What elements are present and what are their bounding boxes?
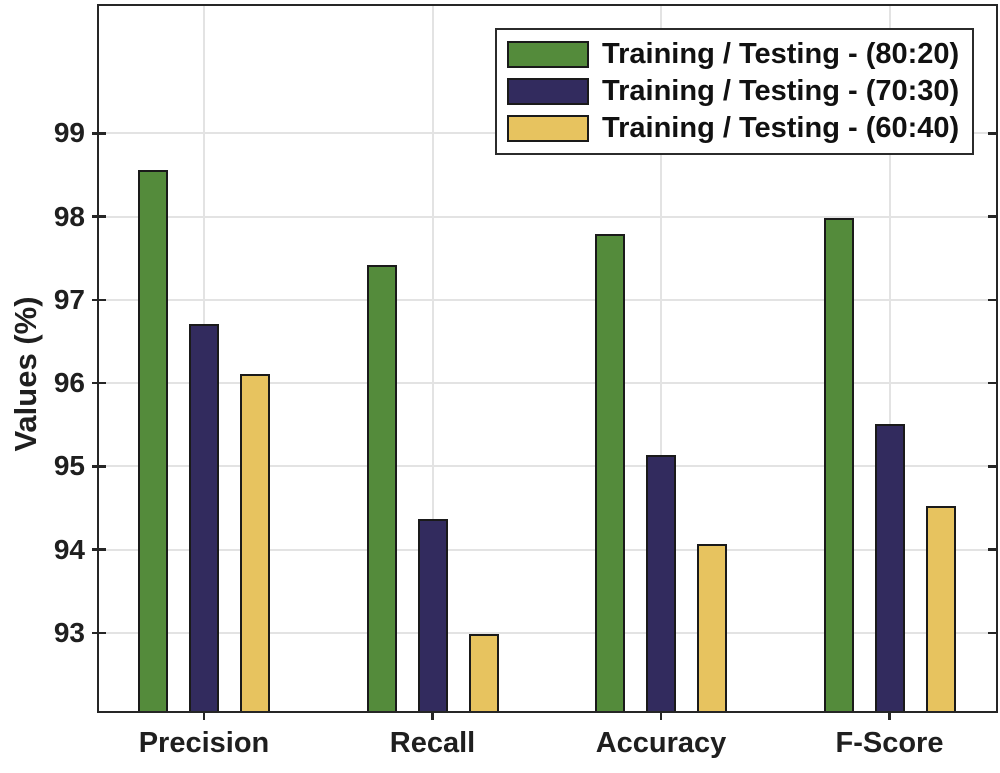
legend-label: Training / Testing - (60:40) xyxy=(602,112,960,144)
legend-row: Training / Testing - (60:40) xyxy=(497,114,972,143)
y-axis-label: Values (%) xyxy=(8,296,43,452)
x-tick-label-f-score: F-Score xyxy=(835,727,944,759)
legend-row: Training / Testing - (70:30) xyxy=(497,77,972,106)
legend-swatch-80-20 xyxy=(507,41,589,68)
x-tick-label-accuracy: Accuracy xyxy=(595,727,727,759)
legend-swatch-70-30 xyxy=(507,78,589,105)
legend-swatch-60-40 xyxy=(507,115,589,142)
y-tick-label: 99 xyxy=(53,117,85,149)
legend: Training / Testing - (80:20) Training / T… xyxy=(495,28,974,155)
x-tick-label-recall: Recall xyxy=(389,727,476,759)
legend-label: Training / Testing - (80:20) xyxy=(602,38,960,70)
legend-label: Training / Testing - (70:30) xyxy=(602,75,960,107)
x-tick-label-precision: Precision xyxy=(138,727,270,759)
plot-area-border xyxy=(97,4,998,713)
y-tick-label: 93 xyxy=(53,616,85,648)
y-tick-label: 94 xyxy=(53,533,85,565)
legend-row: Training / Testing - (80:20) xyxy=(497,40,972,69)
